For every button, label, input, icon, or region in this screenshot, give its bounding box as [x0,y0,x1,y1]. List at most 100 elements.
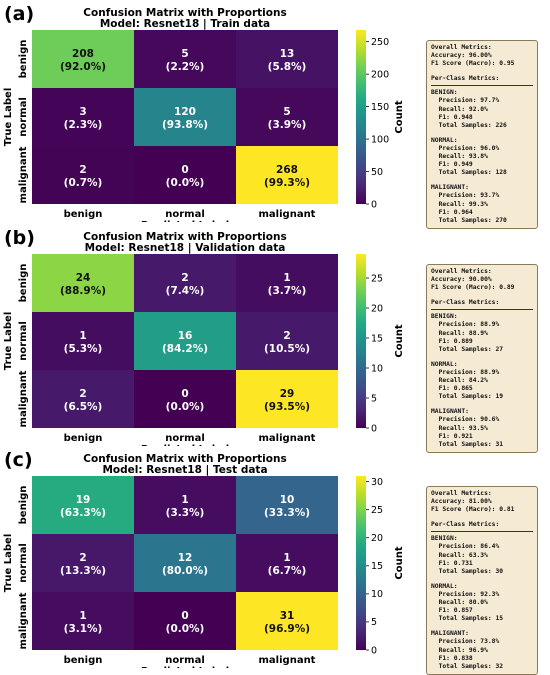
class-metric: F1: 0.949 [431,161,473,169]
cell-count-label: 268 [276,164,298,176]
heatmap-cell [236,312,338,370]
cell-percent-label: (3.3%) [166,507,205,519]
chart-subtitle: Model: Resnet18 | Validation data [85,242,286,254]
class-metric: Recall: 99.3% [431,200,488,208]
panel-train: (a) Confusion Matrix with Proportions Mode… [0,0,550,229]
cell-percent-label: (96.9%) [264,623,310,635]
heatmap-cell [134,30,236,88]
heatmap-cell [134,370,236,428]
y-tick-label: benign [18,40,29,79]
metrics-box: Overall Metrics: Accuracy: 81.00% F1 Score… [426,486,538,675]
colorbar-tick-label: 15 [371,561,383,572]
cell-count-label: 5 [181,48,188,60]
class-metrics-name: MALIGNANT: [431,408,469,416]
cell-count-label: 5 [283,106,290,118]
per-class-metrics-title: Per-Class Metrics: [431,521,500,529]
class-metric: Precision: 73.8% [431,638,500,646]
heatmap-cell [236,146,338,204]
y-axis-label: True Label [3,88,14,147]
cell-percent-label: (93.5%) [264,401,310,413]
class-metrics-name: NORMAL: [431,360,458,368]
class-metric: Total Samples: 32 [431,662,504,670]
cell-count-label: 208 [72,48,94,60]
overall-metric: Accuracy: 81.00% [431,498,492,506]
metrics-box: Overall Metrics: Accuracy: 90.00% F1 Score… [426,264,538,453]
x-tick-label: normal [165,209,205,220]
cell-count-label: 2 [79,164,86,176]
class-metric: Total Samples: 128 [431,169,507,177]
x-tick-label: benign [64,433,103,444]
overall-metrics-title: Overall Metrics: [431,44,492,51]
confusion-matrix-chart: (b) Confusion Matrix with ProportionsMode… [3,227,405,446]
cell-percent-label: (5.3%) [64,343,103,355]
cell-count-label: 13 [280,48,295,60]
class-metrics-name: BENIGN: [431,535,458,543]
cell-percent-label: (7.4%) [166,285,205,297]
cell-percent-label: (63.3%) [60,507,106,519]
colorbar-tick-label: 20 [371,533,383,544]
confusion-matrix-chart: (c) Confusion Matrix with ProportionsMode… [3,449,405,668]
class-metric: Recall: 84.2% [431,377,488,385]
overall-metric: Accuracy: 90.00% [431,276,492,284]
colorbar-tick-label: 0 [371,645,377,656]
class-metric: F1: 0.889 [431,337,473,345]
cell-percent-label: (33.3%) [264,507,310,519]
class-metric: Recall: 93.8% [431,153,488,161]
colorbar-tick-label: 250 [371,37,389,48]
y-axis-label: True Label [3,312,14,371]
colorbar [356,30,366,204]
class-metrics-name: BENIGN: [431,313,458,321]
per-class-metrics-title: Per-Class Metrics: [431,75,500,83]
class-metrics-name: NORMAL: [431,136,458,144]
cell-count-label: 1 [283,552,290,564]
overall-metrics-title: Overall Metrics: [431,490,492,497]
class-metric: F1: 0.857 [431,607,473,615]
metrics-divider [431,309,533,311]
heatmap-cell [236,370,338,428]
cell-count-label: 2 [283,330,290,342]
class-metric: Total Samples: 19 [431,393,504,401]
heatmap-cell [236,254,338,312]
cell-percent-label: (10.5%) [264,343,310,355]
cell-count-label: 1 [79,610,86,622]
heatmap-cell [134,592,236,650]
class-metrics-name: MALIGNANT: [431,184,469,192]
confusion-matrix-chart: (a) Confusion Matrix with ProportionsMode… [3,3,405,222]
class-metric: Precision: 90.6% [431,416,500,424]
chart-title: Confusion Matrix with Proportions [83,231,286,243]
heatmap-cell [32,254,134,312]
cell-percent-label: (3.9%) [268,119,307,131]
colorbar-tick-label: 0 [371,199,377,210]
metrics-divider [431,531,533,533]
heatmap-cell [32,30,134,88]
cell-percent-label: (6.5%) [64,401,103,413]
overall-metric: F1 Score (Macro): 0.89 [431,284,515,292]
class-metric: Total Samples: 226 [431,121,507,129]
cell-percent-label: (13.3%) [60,565,106,577]
panel-validation: (b) Confusion Matrix with Proportions Mode… [0,224,550,453]
metrics-divider [431,85,533,87]
heatmap-cell [32,312,134,370]
colorbar-tick-label: 10 [371,589,383,600]
panel-test: (c) Confusion Matrix with Proportions Mode… [0,446,550,675]
cell-percent-label: (6.7%) [268,565,307,577]
y-tick-label: malignant [18,370,29,427]
class-metric: Precision: 88.9% [431,368,500,376]
cell-count-label: 2 [79,552,86,564]
x-axis-label: Predicted Label [141,666,229,668]
cell-percent-label: (80.0%) [162,565,208,577]
overall-metric: F1 Score (Macro): 0.81 [431,506,515,514]
cell-count-label: 3 [79,106,86,118]
colorbar-label: Count [394,546,405,579]
colorbar-tick-label: 25 [371,273,383,284]
panel-label: (a) [4,3,34,25]
class-metric: F1: 0.921 [431,432,473,440]
cell-percent-label: (0.7%) [64,177,103,189]
y-tick-label: normal [18,321,29,361]
y-tick-label: normal [18,543,29,583]
colorbar-label: Count [394,324,405,357]
y-tick-label: normal [18,97,29,137]
colorbar-tick-label: 15 [371,333,383,344]
chart-subtitle: Model: Resnet18 | Train data [100,18,270,30]
class-metric: Recall: 63.3% [431,551,488,559]
